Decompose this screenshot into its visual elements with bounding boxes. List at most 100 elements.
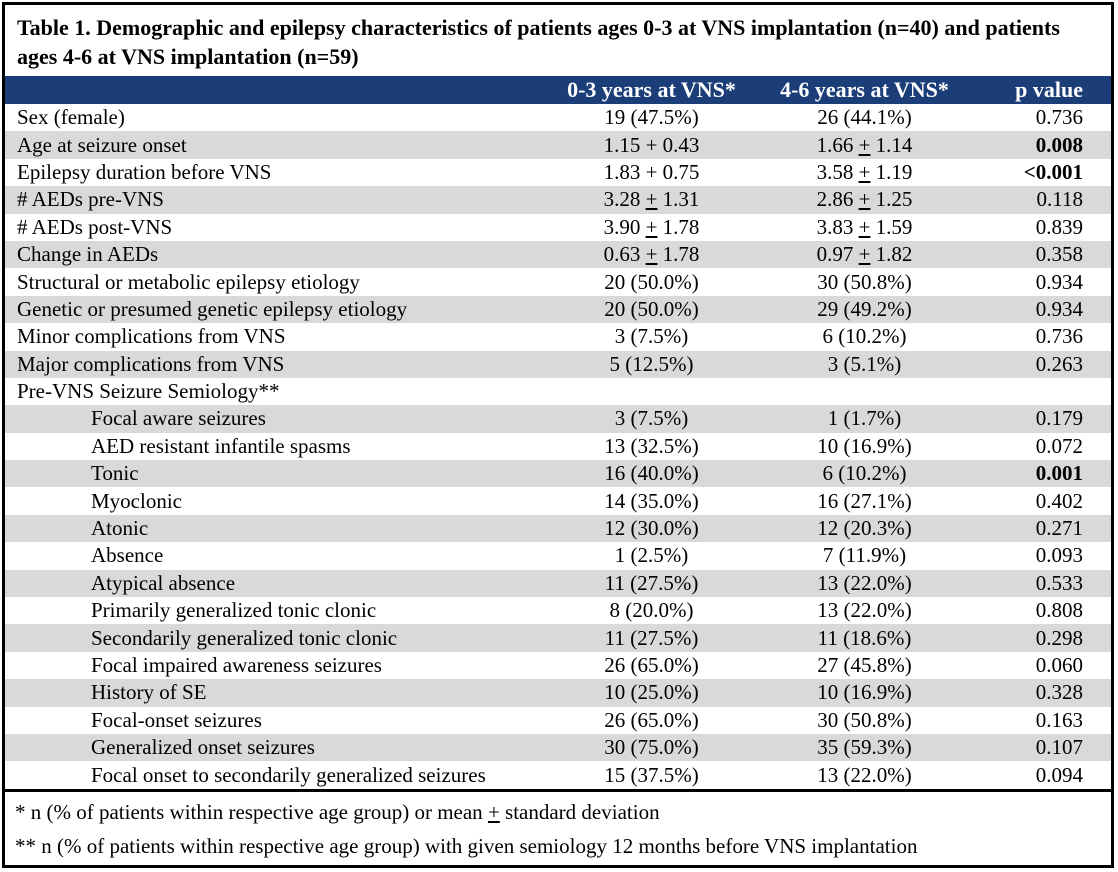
table-row: Focal aware seizures 3 (7.5%) 1 (1.7%) 0.17… xyxy=(5,405,1111,433)
row-label: Focal-onset seizures xyxy=(91,707,262,732)
value-4-6-years: 3.58 + 1.19 xyxy=(816,159,913,184)
value-0-3-years: 12 (30.0%) xyxy=(604,516,699,541)
row-label: AED resistant infantile spasms xyxy=(91,433,351,458)
p-value: 0.298 xyxy=(1035,625,1083,650)
value-0-3-years: 15 (37.5%) xyxy=(604,762,699,787)
table-row: Myoclonic 14 (35.0%) 16 (27.1%) 0.402 xyxy=(5,487,1111,514)
value-4-6-years: 30 (50.8%) xyxy=(817,269,912,294)
value-0-3-years: 3.28 + 1.31 xyxy=(603,187,700,212)
plus-minus-sign: + xyxy=(858,159,871,184)
table-row: Focal impaired awareness seizures 26 (65.… xyxy=(5,652,1111,679)
header-cell-group-4-6: 4-6 years at VNS* xyxy=(758,76,971,104)
value-0-3-years: 11 (27.5%) xyxy=(604,570,699,595)
p-value: 0.533 xyxy=(1035,570,1083,595)
table-row: Pre-VNS Seizure Semiology** xyxy=(5,378,1111,405)
value-0-3-years: 16 (40.0%) xyxy=(604,461,699,486)
p-value: 0.839 xyxy=(1035,214,1083,239)
value-4-6-years: 7 (11.9%) xyxy=(822,543,907,568)
value-0-3-years: 5 (12.5%) xyxy=(609,351,694,376)
table-row: Atypical absence 11 (27.5%) 13 (22.0%) 0.53… xyxy=(5,569,1111,598)
p-value: 0.060 xyxy=(1035,653,1083,677)
table-row: Epilepsy duration before VNS 1.83 + 0.75 3… xyxy=(5,159,1111,186)
p-value: 0.263 xyxy=(1035,351,1083,376)
plus-minus-sign: + xyxy=(858,214,871,239)
row-label: Primarily generalized tonic clonic xyxy=(91,598,377,623)
p-value: 0.328 xyxy=(1035,680,1083,705)
plus-minus-sign: + xyxy=(487,799,500,824)
row-label: Epilepsy duration before VNS xyxy=(17,159,272,184)
value-0-3-years: 19 (47.5%) xyxy=(604,105,699,130)
value-4-6-years: 13 (22.0%) xyxy=(817,762,912,787)
row-label: Myoclonic xyxy=(91,488,182,513)
table-row: Atonic 12 (30.0%) 12 (20.3%) 0.271 xyxy=(5,514,1111,543)
row-label: Focal impaired awareness seizures xyxy=(91,653,382,677)
p-value: 0.163 xyxy=(1035,707,1083,732)
value-4-6-years: 29 (49.2%) xyxy=(817,296,912,321)
table-row: Minor complications from VNS 3 (7.5%) 6 (1… xyxy=(5,323,1111,350)
value-4-6-years: 1 (1.7%) xyxy=(827,406,902,431)
p-value: 0.934 xyxy=(1035,269,1083,294)
table-row: Focal onset to secondarily generalized s… xyxy=(5,761,1111,788)
value-4-6-years: 11 (18.6%) xyxy=(817,625,912,650)
p-value: 0.118 xyxy=(1036,187,1083,212)
value-4-6-years: 12 (20.3%) xyxy=(817,516,912,541)
plus-minus-sign: + xyxy=(858,132,871,157)
value-0-3-years: 1.83 + 0.75 xyxy=(603,159,700,184)
value-4-6-years: 3.83 + 1.59 xyxy=(816,214,913,239)
row-label: Tonic xyxy=(91,461,139,486)
p-value: 0.072 xyxy=(1035,433,1083,458)
row-label: Age at seizure onset xyxy=(17,132,187,157)
row-label: Major complications from VNS xyxy=(17,351,285,376)
row-label: Minor complications from VNS xyxy=(17,324,286,349)
value-0-3-years xyxy=(545,378,758,405)
value-0-3-years: 13 (32.5%) xyxy=(604,433,699,458)
footnotes: * n (% of patients within respective age… xyxy=(5,788,1111,867)
value-0-3-years: 11 (27.5%) xyxy=(604,625,699,650)
row-label: Focal onset to secondarily generalized s… xyxy=(91,762,486,787)
p-value: 0.736 xyxy=(1035,105,1083,130)
row-label: Generalized onset seizures xyxy=(91,735,315,760)
table-row: Generalized onset seizures 30 (75.0%) 35 (… xyxy=(5,733,1111,762)
p-value: 0.934 xyxy=(1035,296,1083,321)
plus-minus-sign: + xyxy=(645,187,658,212)
p-value xyxy=(971,378,1111,405)
header-cell-group-0-3: 0-3 years at VNS* xyxy=(545,76,758,104)
value-4-6-years xyxy=(758,378,971,405)
table-row: Tonic 16 (40.0%) 6 (10.2%) 0.001 xyxy=(5,460,1111,488)
value-4-6-years: 13 (22.0%) xyxy=(817,598,912,623)
value-0-3-years: 1 (2.5%) xyxy=(614,543,689,568)
value-0-3-years: 1.15 + 0.43 xyxy=(603,132,700,157)
p-value: 0.093 xyxy=(1035,543,1083,568)
value-4-6-years: 26 (44.1%) xyxy=(817,105,912,130)
value-0-3-years: 3.90 + 1.78 xyxy=(603,214,700,239)
value-4-6-years: 35 (59.3%) xyxy=(817,735,912,760)
row-label: # AEDs post-VNS xyxy=(17,214,173,239)
plus-minus-sign: + xyxy=(645,214,658,239)
table-row: Secondarily generalized tonic clonic 11 (… xyxy=(5,624,1111,652)
value-4-6-years: 1.66 + 1.14 xyxy=(816,132,913,157)
value-4-6-years: 30 (50.8%) xyxy=(817,707,912,732)
table-row: AED resistant infantile spasms 13 (32.5%)… xyxy=(5,433,1111,460)
value-4-6-years: 10 (16.9%) xyxy=(817,680,912,705)
table-row: # AEDs post-VNS 3.90 + 1.78 3.83 + 1.59 0.8… xyxy=(5,214,1111,241)
row-label: Structural or metabolic epilepsy etiolog… xyxy=(17,269,360,294)
table-body: Sex (female) 19 (47.5%) 26 (44.1%) 0.736 Age… xyxy=(5,104,1111,789)
footnote-2: ** n (% of patients within respective ag… xyxy=(15,833,918,858)
table-row: Genetic or presumed genetic epilepsy eti… xyxy=(5,295,1111,324)
table-row: Sex (female) 19 (47.5%) 26 (44.1%) 0.736 xyxy=(5,104,1111,131)
plus-minus-sign: + xyxy=(645,242,658,267)
value-4-6-years: 6 (10.2%) xyxy=(822,461,907,486)
p-value: 0.094 xyxy=(1035,762,1083,787)
row-label: Change in AEDs xyxy=(17,242,159,267)
value-4-6-years: 3 (5.1%) xyxy=(827,351,902,376)
table-row: Focal-onset seizures 26 (65.0%) 30 (50.8%)… xyxy=(5,707,1111,734)
value-0-3-years: 14 (35.0%) xyxy=(604,488,699,513)
row-label: Sex (female) xyxy=(17,105,125,130)
value-0-3-years: 10 (25.0%) xyxy=(604,680,699,705)
row-label: History of SE xyxy=(91,680,207,705)
value-0-3-years: 30 (75.0%) xyxy=(604,735,699,760)
row-label: Focal aware seizures xyxy=(91,406,266,431)
p-value: 0.358 xyxy=(1035,242,1083,267)
value-0-3-years: 20 (50.0%) xyxy=(604,296,699,321)
p-value: 0.001 xyxy=(1035,461,1083,486)
